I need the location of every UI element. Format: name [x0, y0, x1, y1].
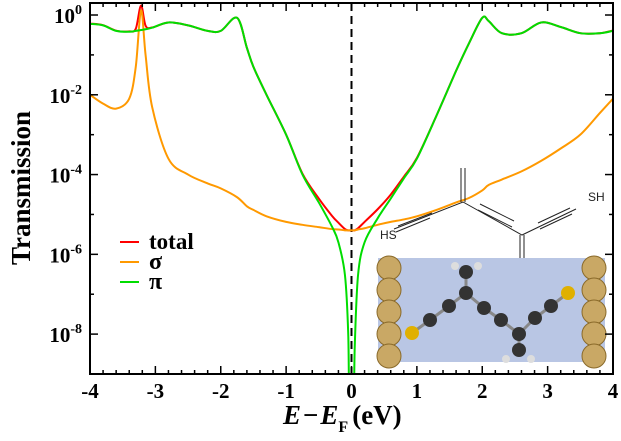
carbon-atom: [512, 327, 526, 341]
gold-atom-right: [581, 255, 607, 281]
carbon-atom: [423, 313, 437, 327]
y-tick-label: 10-4: [49, 163, 82, 188]
gold-atom-left: [376, 255, 402, 281]
carbon-atom: [528, 311, 542, 325]
y-axis-label: Transmission: [6, 111, 36, 265]
legend-label: π: [149, 269, 162, 295]
series-line-pi: [90, 15, 613, 374]
legend-label: σ: [149, 249, 162, 275]
y-tick-label: 100: [54, 3, 82, 28]
hydrogen-atom: [527, 355, 535, 363]
gold-atom-right: [581, 299, 607, 325]
sulfur-atom: [405, 326, 419, 340]
y-tick-exponent: 0: [75, 3, 82, 18]
y-tick-label: 10-8: [49, 322, 82, 347]
y-tick-label: 10-2: [49, 83, 82, 108]
y-tick-base: 10: [54, 4, 75, 28]
x-tick-label: -1: [277, 379, 295, 403]
gold-atom-left: [376, 299, 402, 325]
y-tick-exponent: -4: [70, 163, 82, 178]
x-tick-label: -2: [212, 379, 230, 403]
carbon-atom: [512, 343, 526, 357]
x-axis-label: E−EF (eV): [282, 400, 402, 436]
x-tick-label: -4: [81, 379, 99, 403]
y-tick-exponent: -8: [70, 322, 82, 337]
gold-atom-left: [376, 277, 402, 303]
y-tick-exponent: -6: [70, 242, 82, 257]
hydrogen-atom: [502, 355, 510, 363]
gold-atom-right: [581, 321, 607, 347]
gold-atom-left: [376, 343, 402, 369]
legend-label: total: [149, 229, 194, 254]
gold-electrodes: [376, 255, 607, 369]
y-tick-label: 10-6: [49, 242, 82, 267]
molecule-render: [405, 262, 575, 363]
hydrogen-atom: [451, 262, 459, 270]
x-tick-label: 0: [346, 379, 357, 403]
curves-layer: [90, 3, 613, 374]
sh-label: SH: [588, 190, 605, 204]
molecule-inset: HS SH: [376, 168, 607, 369]
carbon-atom: [477, 301, 491, 315]
sulfur-atom: [561, 286, 575, 300]
carbon-atom: [442, 299, 456, 313]
y-tick-base: 10: [49, 323, 70, 347]
y-tick-base: 10: [49, 164, 70, 188]
carbon-atom: [494, 313, 508, 327]
gold-atom-right: [581, 343, 607, 369]
x-tick-label: -3: [147, 379, 165, 403]
x-tick-label: 3: [542, 379, 553, 403]
x-tick-label: 2: [477, 379, 488, 403]
carbon-atom: [459, 265, 473, 279]
series-line-total: [90, 4, 613, 232]
series-line-sigma: [90, 9, 613, 232]
y-tick-exponent: -2: [70, 83, 82, 98]
gold-atom-left: [376, 321, 402, 347]
structural-formula: [393, 168, 577, 260]
carbon-atom: [459, 286, 473, 300]
gold-atom-right: [581, 277, 607, 303]
x-tick-label: 4: [608, 379, 619, 403]
hs-label: HS: [380, 228, 397, 242]
y-tick-base: 10: [49, 84, 70, 108]
hydrogen-atom: [474, 262, 482, 270]
y-tick-base: 10: [49, 243, 70, 267]
x-tick-label: 1: [412, 379, 423, 403]
carbon-atom: [544, 299, 558, 313]
molecule-render-background: [378, 258, 605, 362]
